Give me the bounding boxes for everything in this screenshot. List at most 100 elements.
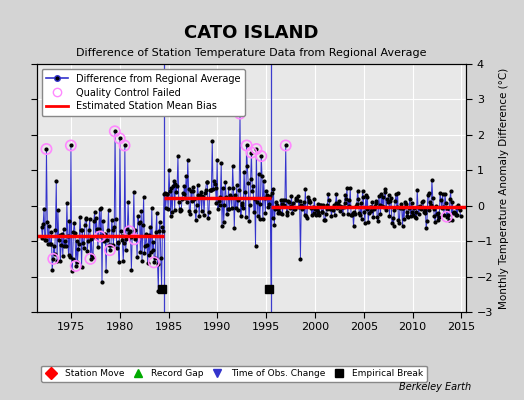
Point (121, 142, 129, 149)
Point (435, 214, 443, 220)
Point (208, 137, 216, 144)
Point (274, 210, 282, 216)
Point (151, 254, 159, 261)
Point (298, 206, 306, 212)
Point (64, 251, 73, 258)
Point (56, 232, 64, 238)
Point (100, 231, 108, 238)
Point (337, 204, 345, 210)
Point (377, 190, 386, 197)
Point (438, 204, 446, 211)
Point (95, 205, 104, 212)
Point (366, 204, 375, 210)
Point (262, 188, 270, 194)
Point (456, 212, 465, 219)
Point (225, 206, 234, 212)
Point (104, 206, 113, 213)
Point (137, 208, 145, 214)
Point (82, 216, 91, 222)
Point (152, 228, 160, 235)
Point (306, 199, 314, 205)
Point (424, 190, 433, 196)
Point (99, 218, 107, 224)
Point (451, 212, 460, 218)
Point (116, 135, 124, 142)
Point (51, 227, 60, 234)
Point (70, 220, 79, 226)
Point (253, 198, 261, 205)
Point (94, 226, 103, 233)
Point (62, 243, 70, 250)
Point (423, 218, 431, 224)
Point (48, 266, 57, 273)
Point (455, 206, 464, 213)
Point (400, 216, 408, 222)
Point (72, 263, 80, 269)
Point (335, 208, 344, 214)
Point (379, 194, 387, 200)
Point (110, 224, 118, 230)
Point (126, 228, 134, 234)
Point (74, 245, 82, 252)
Point (220, 219, 228, 225)
Point (148, 205, 156, 212)
Point (211, 185, 220, 192)
Point (442, 214, 451, 220)
Point (85, 227, 93, 233)
Point (93, 226, 101, 233)
Point (136, 249, 145, 255)
Point (380, 186, 389, 192)
Point (268, 190, 276, 197)
Point (328, 204, 336, 211)
Point (366, 204, 374, 211)
Point (254, 213, 262, 220)
Point (226, 192, 234, 198)
Point (233, 206, 242, 213)
Point (431, 218, 440, 225)
Point (373, 214, 381, 221)
Point (158, 223, 167, 230)
Legend: Station Move, Record Gap, Time of Obs. Change, Empirical Break: Station Move, Record Gap, Time of Obs. C… (41, 366, 427, 382)
Point (185, 208, 193, 214)
Point (455, 205, 463, 211)
Point (390, 207, 399, 213)
Point (310, 196, 319, 202)
Point (434, 210, 443, 216)
Point (199, 194, 208, 200)
Point (172, 188, 180, 195)
Point (78, 227, 86, 233)
Point (398, 222, 407, 229)
Point (174, 198, 183, 205)
Point (88, 252, 96, 259)
Point (45, 223, 53, 230)
Point (215, 198, 223, 205)
Point (77, 226, 85, 233)
Point (63, 200, 71, 206)
Point (248, 188, 256, 194)
Point (170, 178, 178, 184)
Point (257, 153, 266, 159)
Point (394, 216, 402, 223)
Point (426, 199, 434, 206)
Point (257, 153, 266, 159)
Point (381, 189, 389, 195)
Point (444, 212, 452, 218)
Point (113, 238, 122, 245)
Point (245, 217, 253, 224)
Point (246, 202, 254, 208)
Point (67, 142, 75, 149)
Point (160, 191, 168, 197)
Point (401, 198, 409, 205)
Point (232, 204, 240, 211)
Point (290, 206, 298, 212)
Point (252, 243, 260, 249)
Point (104, 226, 112, 233)
Point (376, 201, 384, 208)
Point (59, 253, 67, 260)
Point (316, 202, 324, 208)
Point (341, 192, 350, 198)
Point (363, 205, 371, 212)
Point (112, 216, 120, 222)
Point (79, 240, 88, 246)
Point (66, 254, 74, 261)
